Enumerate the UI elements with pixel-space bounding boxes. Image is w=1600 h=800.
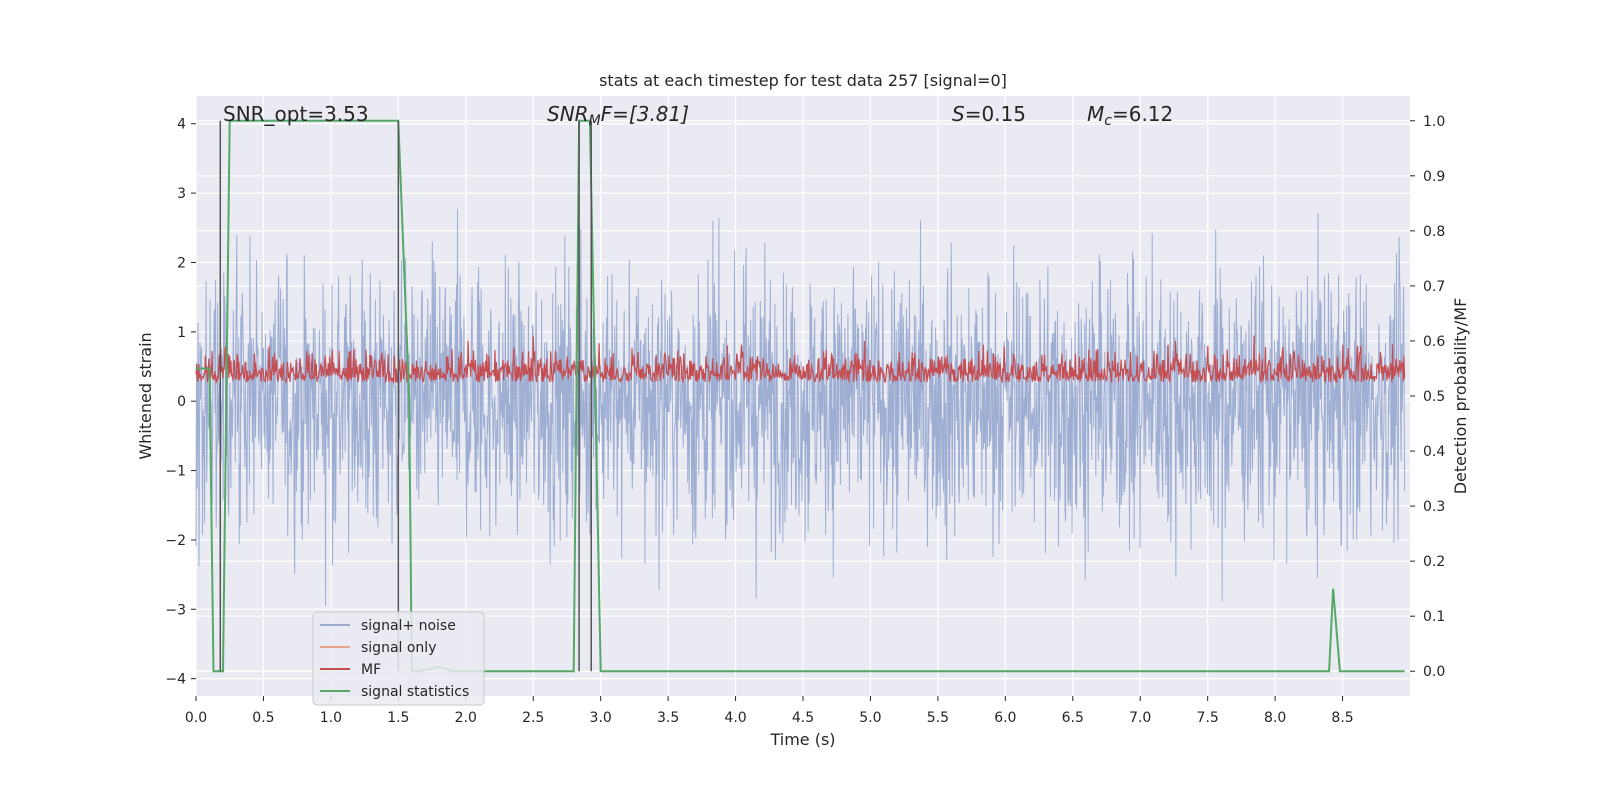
y-left-tick-label: −4 — [165, 672, 186, 688]
x-tick-label: 7.0 — [1129, 710, 1151, 726]
y-axis-left-label: Whitened strain — [136, 332, 155, 459]
legend: signal+ noise signal only MF signal stat… — [312, 611, 485, 706]
y-right-tick-label: 0.0 — [1423, 664, 1445, 680]
x-tick-label: 5.5 — [927, 710, 949, 726]
legend-box — [312, 611, 485, 706]
annotation-mc-label: M — [1087, 102, 1104, 126]
x-tick-label: 8.5 — [1331, 710, 1353, 726]
chart-title: stats at each timestep for test data 257… — [599, 71, 1007, 90]
y-left-tick-label: 0 — [177, 394, 186, 410]
y-right-tick-label: 0.9 — [1423, 169, 1445, 185]
y-right-tick-label: 0.1 — [1423, 609, 1445, 625]
x-tick-label: 1.5 — [387, 710, 409, 726]
y-left-tick-label: −1 — [165, 464, 186, 480]
x-axis-label: Time (s) — [769, 730, 835, 749]
x-tick-label: 1.0 — [320, 710, 342, 726]
plot-area — [195, 96, 1410, 696]
y-right-tick-label: 0.6 — [1423, 334, 1445, 350]
x-tick-label: 4.5 — [792, 710, 814, 726]
x-tick-label: 8.0 — [1264, 710, 1286, 726]
y-left-tick-label: −2 — [165, 533, 186, 549]
event-markers — [219, 120, 592, 672]
mf-line — [195, 335, 1406, 385]
annotation-s-value: =0.15 — [965, 102, 1026, 126]
y-left-tick-label: 1 — [177, 325, 186, 341]
signal-noise-line — [195, 208, 1406, 606]
annotation-s-label: S — [952, 102, 965, 126]
left-axis-ticks: −4 −3 −2 −1 0 1 2 3 4 — [165, 117, 196, 688]
x-axis-ticks: 0.0 0.5 1.0 1.5 2.0 2.5 3.0 3.5 4.0 4.5 5.0 5.5 6.0 6… — [185, 696, 1354, 726]
x-tick-label: 4.0 — [724, 710, 746, 726]
mf-series — [195, 335, 1406, 385]
annotations: SNR_opt=3.53 SNRMF=[3.81] S=0.15 Mc=6.12 — [223, 102, 1173, 129]
legend-label-signal-noise: signal+ noise — [361, 618, 456, 634]
y-left-tick-label: 3 — [177, 186, 186, 202]
legend-label-signal-statistics: signal statistics — [361, 684, 469, 700]
annotation-mc-value: =6.12 — [1112, 102, 1173, 126]
annotation-snr-mf-label: SNR — [547, 102, 589, 126]
y-left-tick-label: 4 — [177, 117, 186, 133]
annotation-snr-mf-sub: M — [589, 113, 601, 129]
x-tick-label: 0.5 — [252, 710, 274, 726]
annotation-s: S=0.15 — [952, 102, 1026, 126]
x-tick-label: 6.5 — [1062, 710, 1084, 726]
x-tick-label: 3.5 — [657, 710, 679, 726]
y-right-tick-label: 1.0 — [1423, 114, 1445, 130]
y-left-tick-label: 2 — [177, 255, 186, 271]
legend-label-mf: MF — [361, 662, 381, 678]
y-left-tick-label: −3 — [165, 602, 186, 618]
x-tick-label: 5.0 — [859, 710, 881, 726]
y-right-tick-label: 0.4 — [1423, 444, 1445, 460]
legend-label-signal-only: signal only — [361, 640, 436, 656]
y-right-tick-label: 0.2 — [1423, 554, 1445, 570]
annotation-mc: Mc=6.12 — [1087, 102, 1173, 129]
annotation-snr-mf: SNRMF=[3.81] — [547, 102, 689, 129]
annotation-mc-sub: c — [1104, 113, 1112, 129]
x-tick-label: 2.5 — [522, 710, 544, 726]
signal-noise-series — [195, 208, 1406, 606]
x-tick-label: 3.0 — [590, 710, 612, 726]
annotation-snr-opt: SNR_opt=3.53 — [223, 102, 369, 126]
x-tick-label: 6.0 — [994, 710, 1016, 726]
annotation-snr-mf-value: F=[3.81] — [601, 102, 689, 126]
right-axis-ticks: 0.0 0.1 0.2 0.3 0.4 0.5 0.6 0.7 0.8 0.9 1.0 — [1410, 114, 1445, 680]
x-tick-label: 7.5 — [1197, 710, 1219, 726]
y-right-tick-label: 0.7 — [1423, 279, 1445, 295]
y-right-tick-label: 0.5 — [1423, 389, 1445, 405]
y-axis-right-label: Detection probability/MF — [1451, 298, 1470, 495]
x-tick-label: 2.0 — [455, 710, 477, 726]
x-tick-label: 0.0 — [185, 710, 207, 726]
y-right-tick-label: 0.3 — [1423, 499, 1445, 515]
y-right-tick-label: 0.8 — [1423, 224, 1445, 240]
